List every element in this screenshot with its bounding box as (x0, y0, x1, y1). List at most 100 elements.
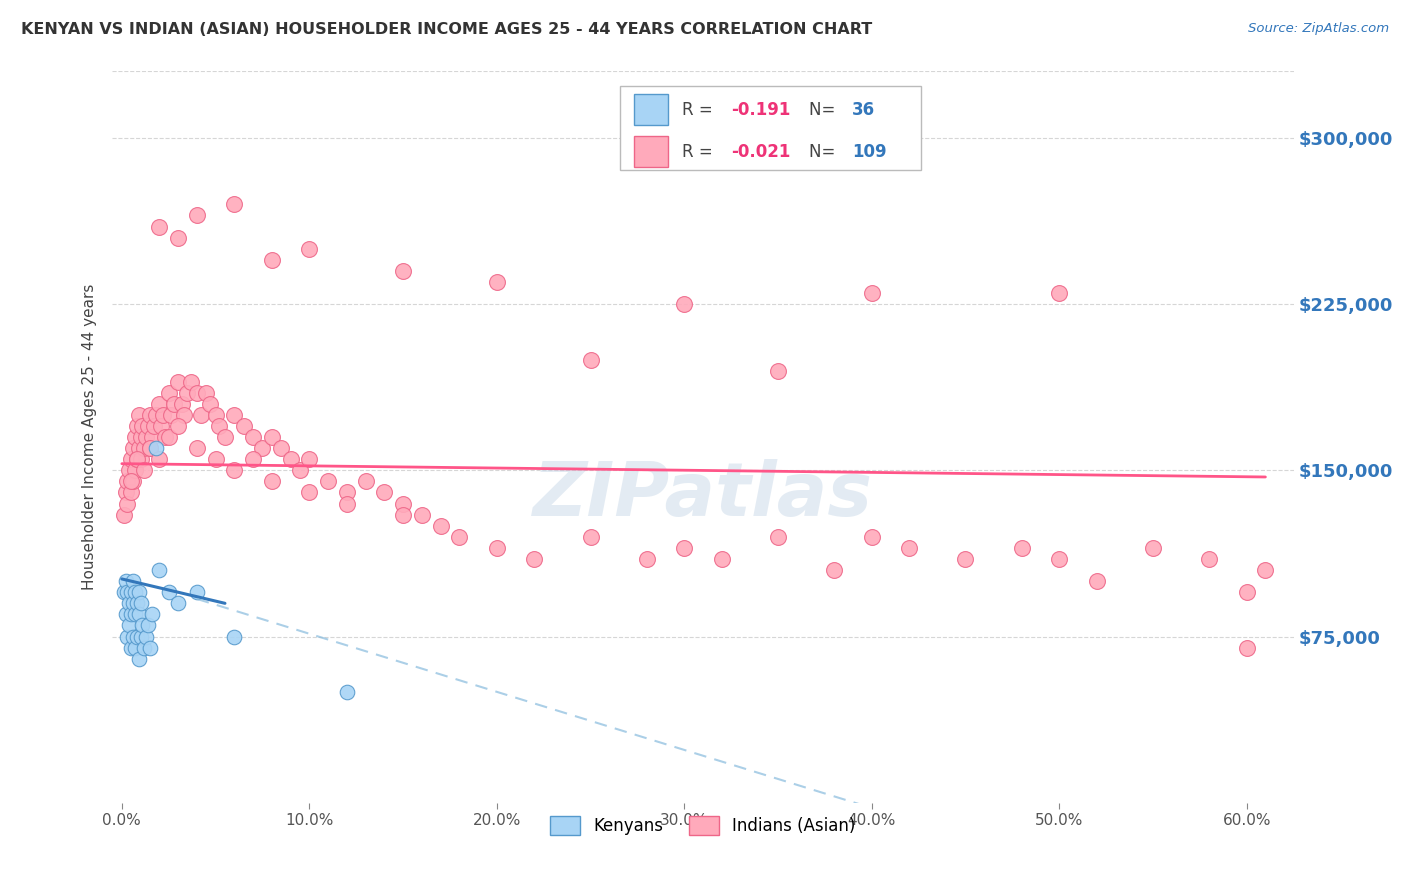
Point (120, 585, 142, 599)
Point (128, 607, 150, 622)
Point (214, 430, 236, 444)
Point (579, 352, 602, 367)
Point (176, 385, 198, 400)
Point (1047, 552, 1070, 566)
Point (122, 475, 145, 489)
Point (148, 397, 170, 411)
Point (157, 585, 180, 599)
Point (1236, 585, 1258, 599)
Point (288, 463, 311, 477)
Point (190, 408, 212, 422)
Point (204, 408, 226, 422)
Text: R =: R = (682, 101, 717, 119)
Point (152, 408, 174, 422)
Point (167, 596, 190, 610)
Point (167, 419, 190, 434)
Point (270, 441, 292, 455)
Y-axis label: Householder Income Ages 25 - 44 years: Householder Income Ages 25 - 44 years (82, 284, 97, 591)
Point (242, 452, 264, 467)
Point (150, 419, 173, 434)
Point (157, 430, 180, 444)
Text: Source: ZipAtlas.com: Source: ZipAtlas.com (1249, 22, 1389, 36)
Point (135, 430, 157, 444)
Point (1254, 563, 1277, 577)
Point (298, 452, 321, 467)
Point (260, 475, 283, 489)
Point (125, 419, 148, 434)
Point (170, 397, 193, 411)
Point (129, 596, 152, 610)
Point (485, 541, 508, 555)
Point (766, 363, 789, 377)
Point (336, 685, 359, 699)
Point (1198, 552, 1220, 566)
Point (136, 419, 159, 434)
Point (159, 408, 181, 422)
Point (120, 475, 142, 489)
Point (579, 530, 602, 544)
Point (180, 375, 202, 389)
Point (114, 574, 136, 589)
Point (125, 596, 148, 610)
Point (260, 252, 283, 267)
Point (260, 430, 283, 444)
Point (112, 508, 135, 522)
Point (120, 640, 142, 655)
Point (118, 618, 141, 632)
Point (208, 419, 231, 434)
Text: KENYAN VS INDIAN (ASIAN) HOUSEHOLDER INCOME AGES 25 - 44 YEARS CORRELATION CHART: KENYAN VS INDIAN (ASIAN) HOUSEHOLDER INC… (21, 22, 872, 37)
Point (232, 419, 254, 434)
Point (173, 408, 195, 422)
Point (449, 530, 471, 544)
Point (120, 452, 142, 467)
Point (122, 441, 145, 455)
Text: N=: N= (810, 143, 841, 161)
Point (392, 508, 415, 522)
Text: N=: N= (810, 101, 841, 119)
Point (118, 463, 141, 477)
Point (139, 441, 162, 455)
Point (124, 463, 146, 477)
Text: -0.021: -0.021 (731, 143, 790, 161)
Point (860, 285, 883, 300)
Point (136, 618, 159, 632)
Point (1142, 541, 1164, 555)
Point (135, 630, 157, 644)
Point (298, 485, 321, 500)
Point (122, 574, 145, 589)
Point (860, 530, 883, 544)
Point (129, 430, 152, 444)
Point (280, 452, 302, 467)
Text: ZIPatlas: ZIPatlas (533, 459, 873, 533)
Point (673, 541, 696, 555)
Legend: Kenyans, Indians (Asian): Kenyans, Indians (Asian) (544, 809, 862, 842)
Point (124, 640, 146, 655)
Point (117, 630, 139, 644)
Point (142, 419, 165, 434)
Point (373, 485, 395, 500)
Point (122, 596, 145, 610)
Point (122, 630, 145, 644)
Point (114, 485, 136, 500)
Point (167, 375, 190, 389)
Point (148, 563, 170, 577)
Point (186, 209, 208, 223)
Point (673, 297, 696, 311)
Point (124, 430, 146, 444)
Point (124, 607, 146, 622)
Point (298, 242, 321, 256)
Point (134, 441, 156, 455)
Point (1085, 574, 1108, 589)
Point (955, 552, 977, 566)
Point (157, 385, 180, 400)
Point (141, 430, 163, 444)
Point (134, 640, 156, 655)
Text: 36: 36 (852, 101, 875, 119)
Point (224, 463, 246, 477)
Point (354, 475, 377, 489)
Point (823, 563, 845, 577)
Point (485, 275, 508, 289)
Point (195, 385, 218, 400)
Point (139, 408, 162, 422)
FancyBboxPatch shape (634, 95, 668, 125)
